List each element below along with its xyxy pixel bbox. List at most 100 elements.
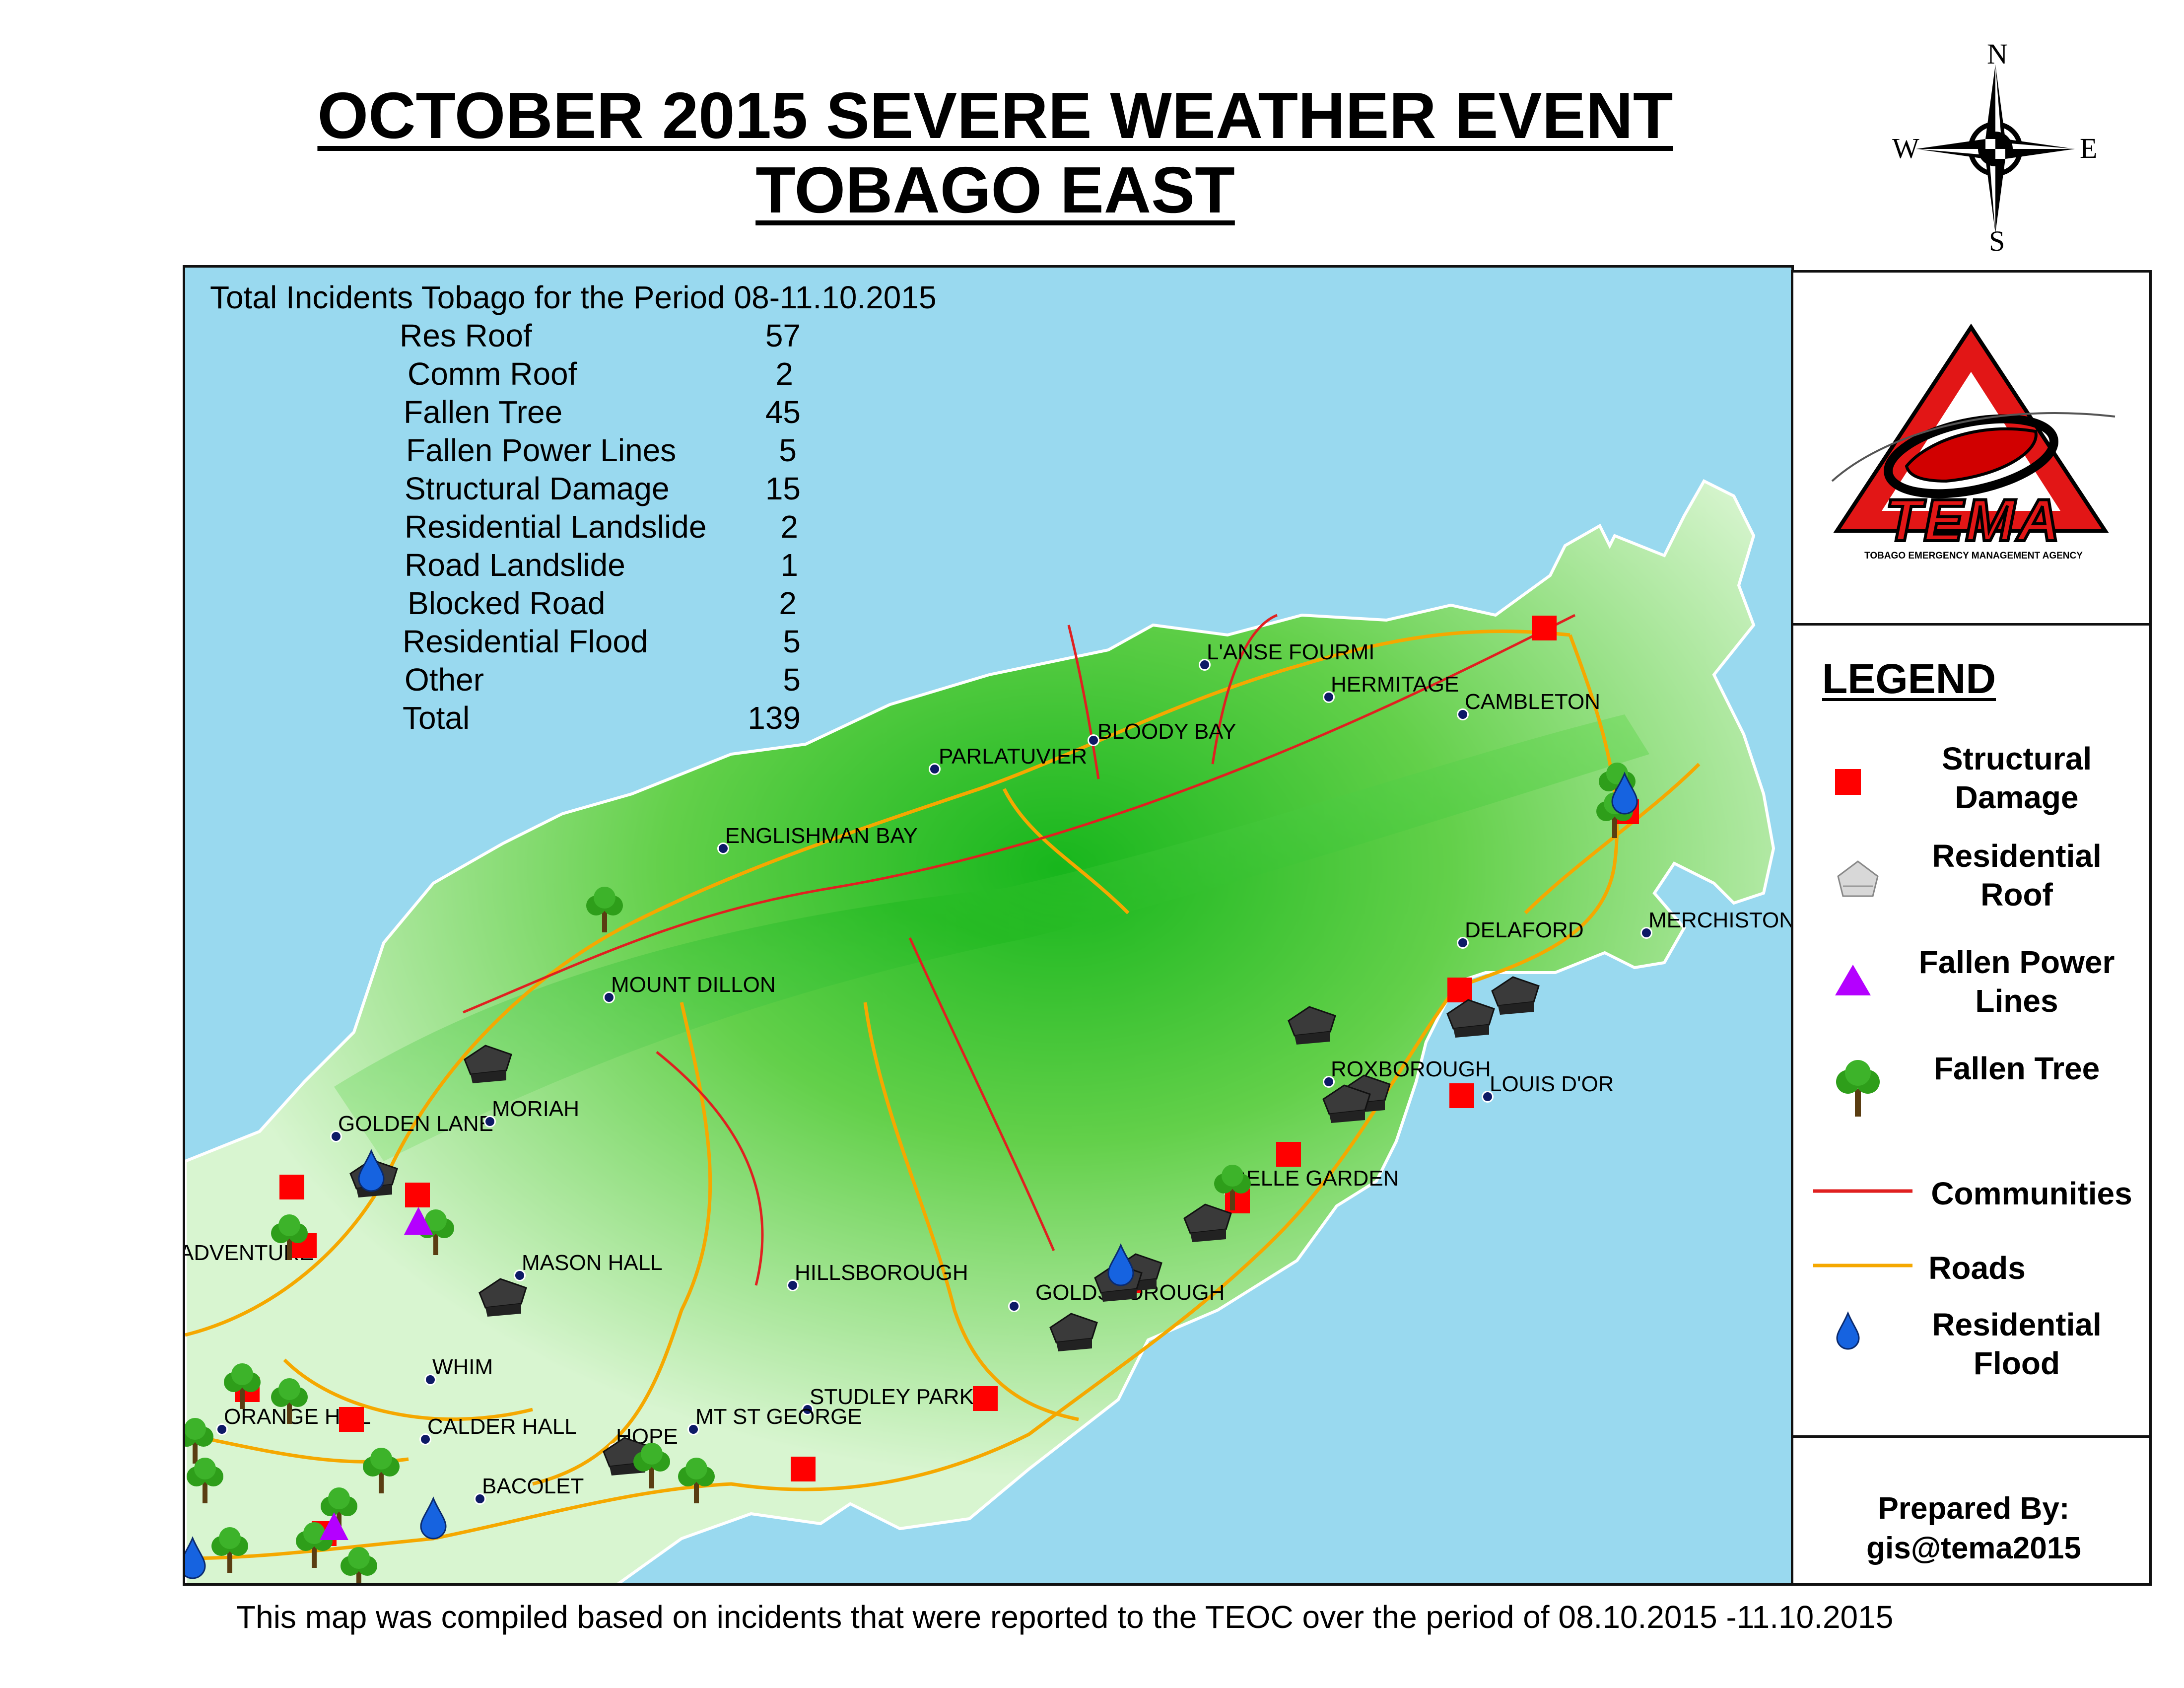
place-dot-icon xyxy=(424,1374,436,1386)
place-name: DELAFORD xyxy=(1465,918,1584,942)
structural-damage-marker-icon xyxy=(1532,616,1557,640)
place-name: CAMBLETON xyxy=(1465,690,1601,714)
place-label: DELAFORD xyxy=(1457,918,1584,949)
place-dot-icon xyxy=(1323,1076,1335,1088)
place-label: CAMBLETON xyxy=(1457,690,1601,720)
place-dot-icon xyxy=(216,1423,228,1435)
tema-logo-icon xyxy=(1831,323,2116,533)
place-name: MOUNT DILLON xyxy=(611,973,776,997)
residential-roof-marker-icon xyxy=(1491,976,1540,1015)
tema-logo-subtitle: TOBAGO EMERGENCY MANAGEMENT AGENCY xyxy=(1864,551,2083,561)
structural-damage-marker-icon xyxy=(279,1175,304,1199)
place-dot-icon xyxy=(1088,734,1099,746)
fallen-tree-marker-icon xyxy=(1214,1165,1251,1210)
place-dot-icon xyxy=(802,1404,814,1415)
incident-row: Other 5 xyxy=(405,662,801,698)
fallen-tree-marker-icon xyxy=(271,1214,308,1260)
residential-flood-marker-icon xyxy=(1611,772,1638,815)
fallen-tree-marker-icon xyxy=(211,1527,248,1573)
structural-damage-marker-icon xyxy=(1447,978,1472,1002)
structural-damage-marker-icon xyxy=(973,1386,998,1411)
place-label: CALDER HALL xyxy=(419,1414,577,1445)
footer-note: This map was compiled based on incidents… xyxy=(236,1599,1894,1635)
place-name: L'ANSE FOURMI xyxy=(1207,640,1375,664)
place-label: ROXBOROUGH xyxy=(1323,1057,1491,1088)
place-dot-icon xyxy=(1199,659,1211,671)
place-dot-icon xyxy=(514,1269,526,1281)
fallen-tree-marker-icon xyxy=(271,1378,308,1424)
fallen-tree-marker-icon xyxy=(341,1547,377,1583)
structural-damage-marker-icon xyxy=(791,1457,816,1481)
fallen-power-lines-marker-icon xyxy=(320,1512,348,1540)
place-name: ENGLISHMAN BAY xyxy=(725,824,918,848)
fallen-tree-marker-icon xyxy=(586,887,623,932)
residential-roof-marker-icon xyxy=(1183,1203,1232,1242)
place-name: HILLSBOROUGH xyxy=(795,1261,968,1285)
place-dot-icon xyxy=(1323,691,1335,703)
place-dot-icon xyxy=(1457,937,1469,949)
compass-rose-icon xyxy=(1916,65,2075,233)
tema-logo-text: TEMA xyxy=(1884,486,2062,555)
place-dot-icon xyxy=(603,991,615,1003)
tema-logo: TEMA TOBAGO EMERGENCY MANAGEMENT AGENCY xyxy=(1822,317,2125,585)
residential-roof-marker-icon xyxy=(478,1278,527,1317)
place-label: MT ST GEORGE xyxy=(687,1405,862,1435)
place-dot-icon xyxy=(1482,1091,1494,1103)
incident-row: Comm Roof 2 xyxy=(408,356,793,392)
place-name: BLOODY BAY xyxy=(1097,719,1236,744)
place-label: PARLATUVIER xyxy=(929,744,1088,775)
community-boundaries xyxy=(463,614,1576,1286)
place-dot-icon xyxy=(687,1423,699,1435)
island-map xyxy=(185,479,1775,1583)
place-name: MERCHISTON xyxy=(1648,908,1794,932)
prepared-by-contact: gis@tema2015 xyxy=(1866,1531,2081,1565)
structural-damage-marker-icon xyxy=(1449,1083,1474,1108)
compass-south-label: S xyxy=(1989,225,2005,257)
central-ridge-shading xyxy=(334,714,1649,1161)
incident-row: Residential Landslide 2 xyxy=(405,509,798,545)
fallen-power-lines-marker-icon xyxy=(404,1207,433,1235)
prepared-by-label: Prepared By: xyxy=(1878,1491,2070,1526)
place-dot-icon xyxy=(1640,927,1652,939)
place-label: HERMITAGE xyxy=(1323,672,1459,703)
place-name: BACOLET xyxy=(482,1474,584,1498)
fallen-tree-icon xyxy=(1836,1060,1880,1117)
incident-summary: Total Incidents Tobago for the Period 08… xyxy=(210,279,937,737)
incident-row: Road Landslide 1 xyxy=(405,547,798,583)
place-dot-icon xyxy=(1008,1300,1020,1312)
fallen-tree-marker-icon xyxy=(678,1458,715,1503)
place-label: MORIAH xyxy=(484,1097,579,1127)
place-name: WHIM xyxy=(432,1355,493,1379)
structural-damage-icon xyxy=(1835,769,1861,795)
place-label: HILLSBOROUGH xyxy=(787,1261,968,1291)
residential-roof-marker-icon xyxy=(1322,1084,1371,1123)
place-dot-icon xyxy=(474,1493,486,1505)
place-label: BELLE GARDEN xyxy=(1224,1166,1399,1197)
structural-damage-marker-icon xyxy=(1276,1142,1301,1167)
incident-row: Fallen Power Lines 5 xyxy=(406,432,797,468)
roads-line-icon xyxy=(1813,1264,1912,1267)
place-name: BELLE GARDEN xyxy=(1231,1166,1399,1191)
place-label: ENGLISHMAN BAY xyxy=(717,824,918,854)
legend-divider-top xyxy=(1793,623,2149,626)
place-name: PARLATUVIER xyxy=(939,744,1088,769)
compass-rose: N S W E xyxy=(1886,38,2105,258)
place-name: ROXBOROUGH xyxy=(1331,1057,1491,1081)
place-dot-icon xyxy=(1457,708,1469,720)
incident-row: Fallen Tree 45 xyxy=(404,394,801,430)
legend-title: LEGEND xyxy=(1822,655,1996,702)
fallen-tree-marker-icon xyxy=(187,1458,223,1503)
place-label: GOLDEN LANE xyxy=(330,1112,493,1142)
place-name: STUDLEY PARK xyxy=(810,1385,974,1409)
incident-row: Residential Flood 5 xyxy=(403,624,801,659)
place-name: CALDER HALL xyxy=(427,1414,577,1439)
place-label: MOUNT DILLON xyxy=(603,973,776,1003)
place-name: MORIAH xyxy=(492,1097,579,1121)
map-panel[interactable]: Total Incidents Tobago for the Period 08… xyxy=(183,265,1794,1586)
residential-flood-marker-icon xyxy=(1107,1243,1134,1286)
incident-row: Blocked Road 2 xyxy=(408,585,797,621)
fallen-tree-marker-icon xyxy=(363,1448,400,1493)
residential-roof-marker-icon xyxy=(1049,1313,1098,1351)
legend-panel: TEMA TOBAGO EMERGENCY MANAGEMENT AGENCY … xyxy=(1791,270,2152,1586)
residential-roof-icon xyxy=(1837,860,1879,897)
